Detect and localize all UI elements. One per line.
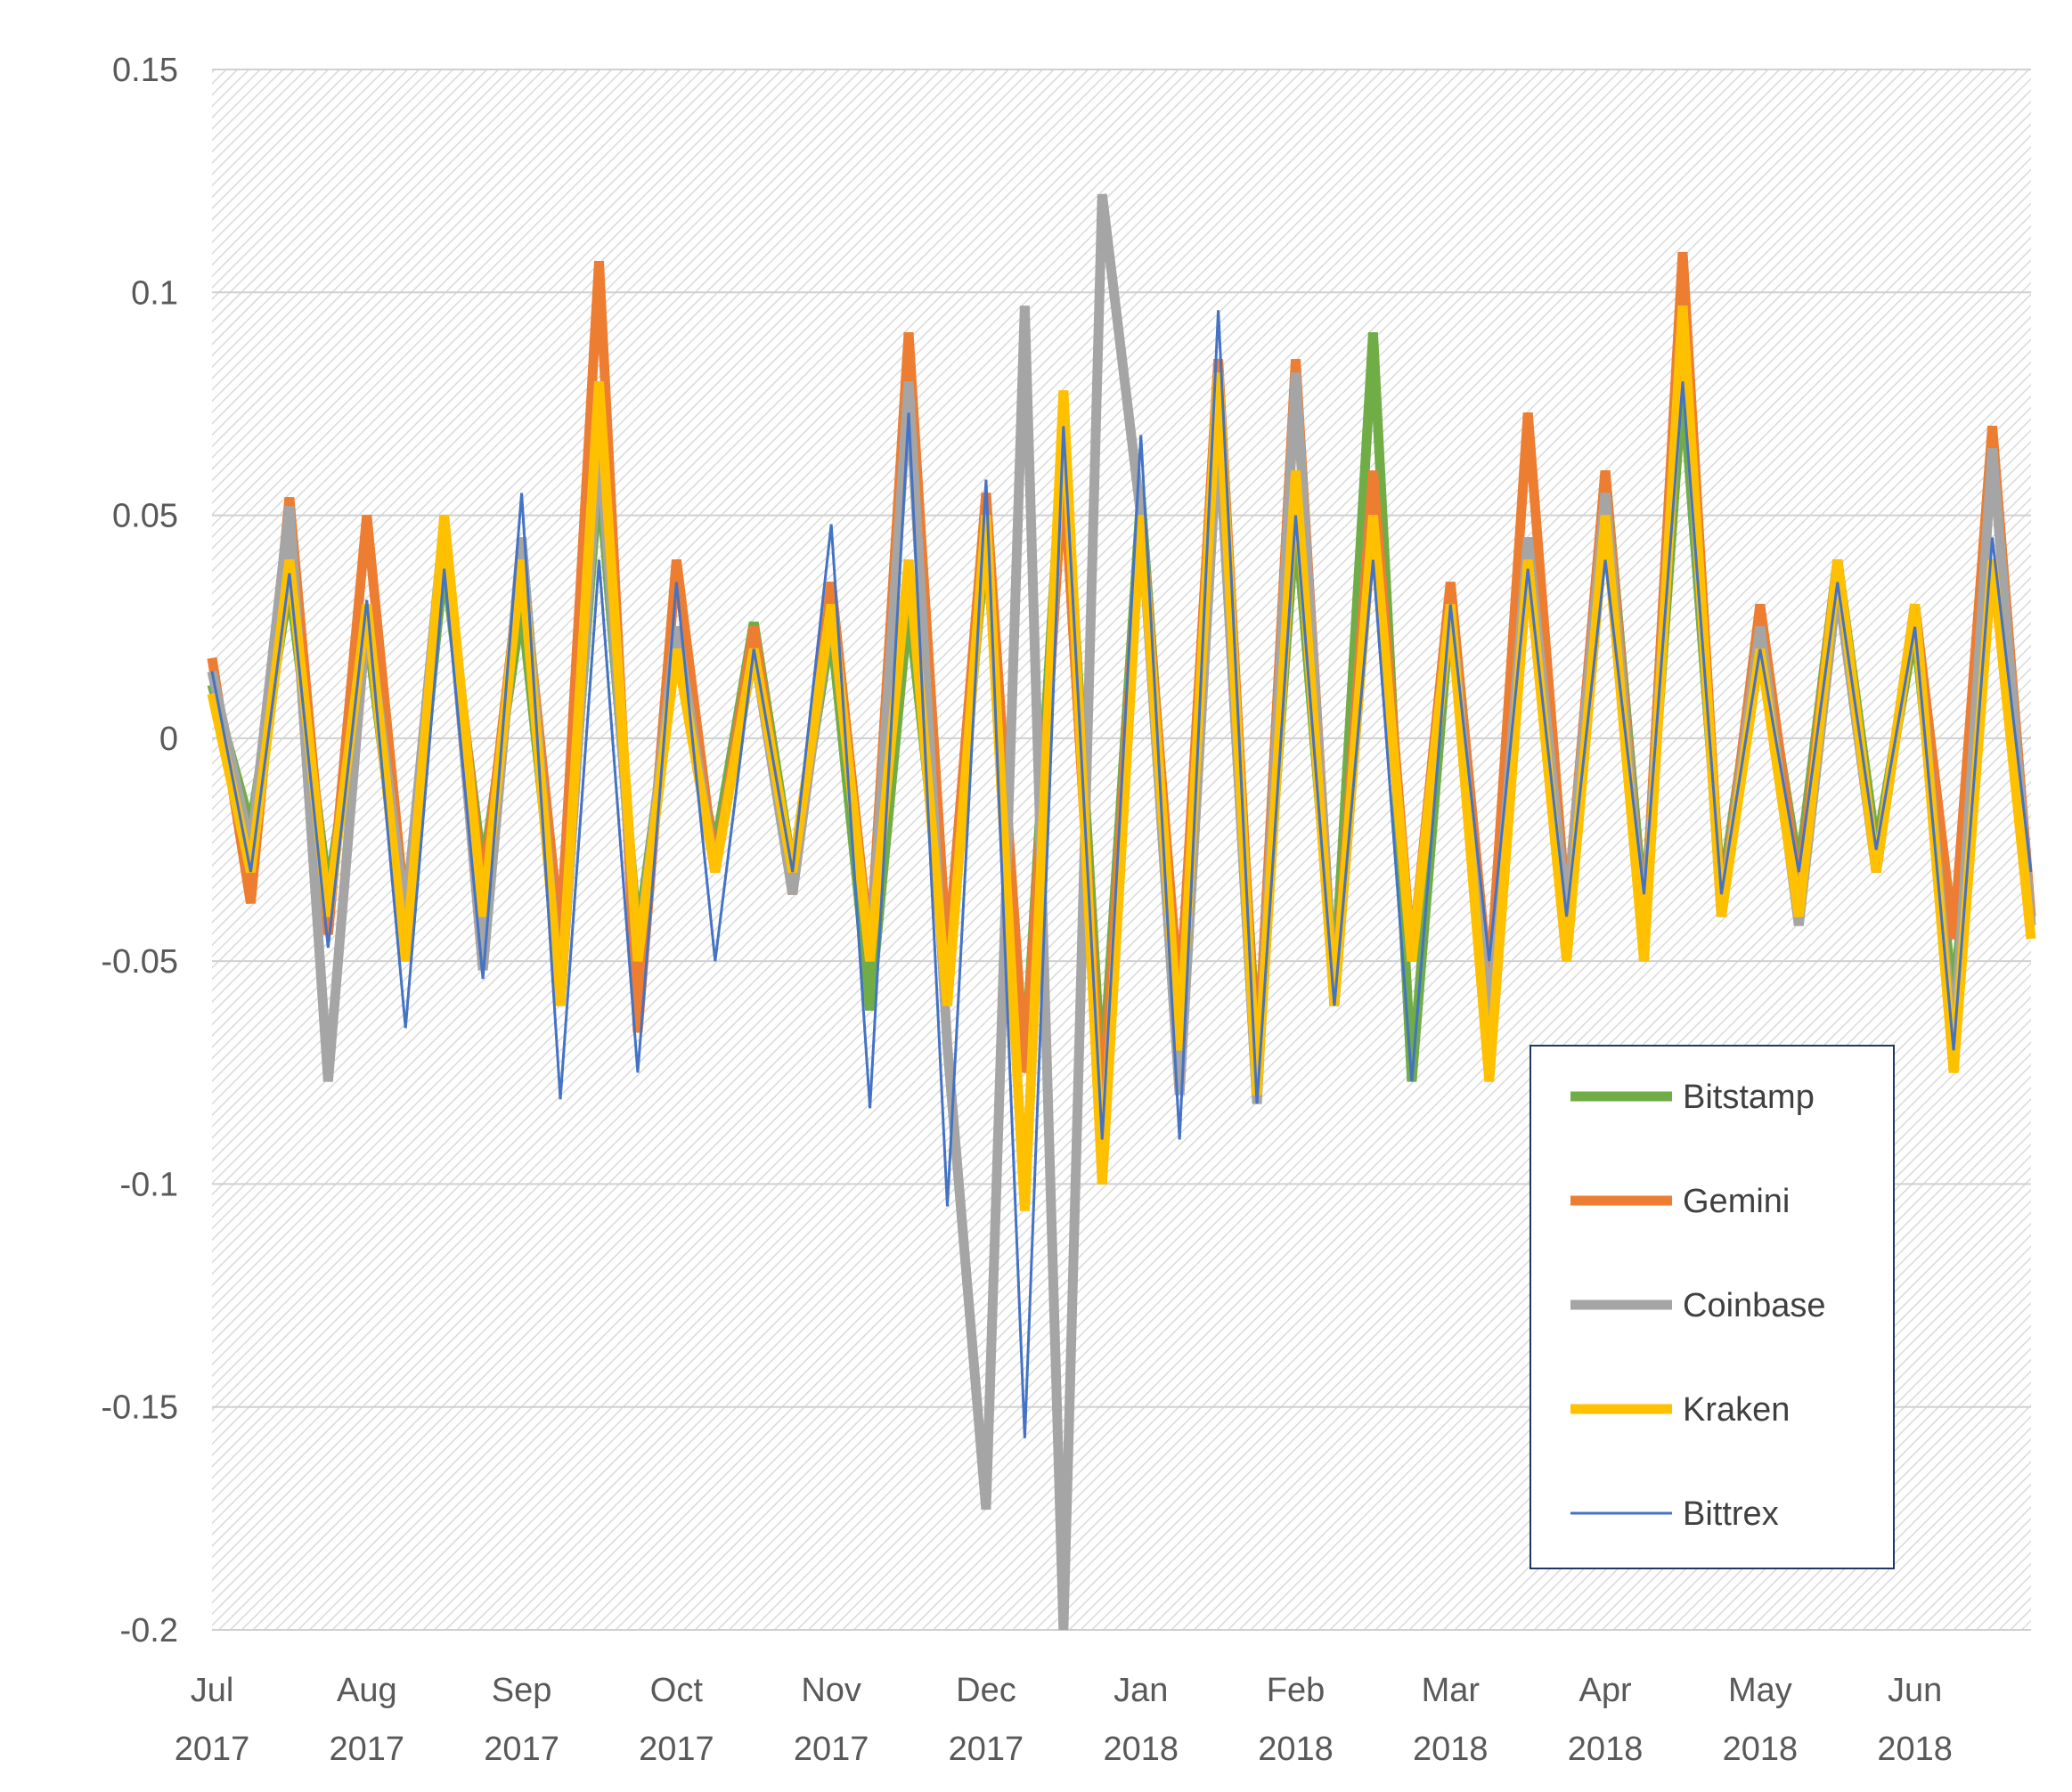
x-tick-label: Sep 2017 [484, 1672, 559, 1768]
x-tick-label: Aug 2017 [330, 1672, 405, 1768]
series-line [207, 305, 2036, 1211]
x-tick-label: Jul 2017 [175, 1672, 250, 1768]
y-tick-label: -0.1 [120, 1166, 178, 1203]
legend-label: Coinbase [1683, 1287, 1826, 1324]
y-tick-label: 0.15 [112, 52, 178, 89]
y-tick-label: 0 [159, 721, 178, 758]
y-tick-label: 0.1 [131, 274, 178, 312]
y-tick-label: -0.15 [101, 1389, 178, 1427]
x-tick-label: Mar 2018 [1413, 1672, 1489, 1768]
x-tick-label: Oct 2017 [639, 1672, 714, 1768]
x-tick-label: Jun 2018 [1877, 1672, 1953, 1768]
legend-label: Bittrex [1683, 1495, 1779, 1533]
x-tick-label: Nov 2017 [794, 1672, 869, 1768]
x-tick-label: Dec 2017 [949, 1672, 1024, 1768]
y-tick-label: -0.2 [120, 1612, 178, 1649]
y-tick-label: -0.05 [101, 943, 178, 981]
x-tick-label: Apr 2018 [1568, 1672, 1644, 1768]
x-tick-label: May 2018 [1723, 1672, 1799, 1768]
legend-label: Kraken [1683, 1391, 1790, 1429]
legend-label: Bitstamp [1683, 1079, 1815, 1116]
legend-label: Gemini [1683, 1183, 1790, 1220]
x-tick-label: Feb 2018 [1258, 1672, 1334, 1768]
x-tick-label: Jan 2018 [1103, 1672, 1179, 1768]
y-tick-label: 0.05 [112, 498, 178, 535]
series-line [210, 310, 2033, 1438]
